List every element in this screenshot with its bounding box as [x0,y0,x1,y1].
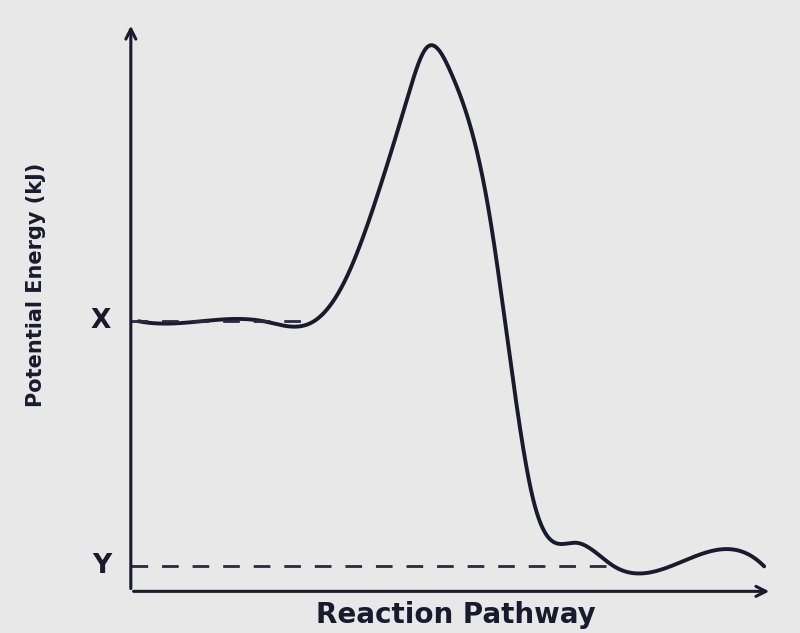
Text: Potential Energy (kJ): Potential Energy (kJ) [26,163,46,408]
Text: X: X [90,308,111,334]
Text: Y: Y [92,553,111,579]
Text: Reaction Pathway: Reaction Pathway [315,601,595,629]
